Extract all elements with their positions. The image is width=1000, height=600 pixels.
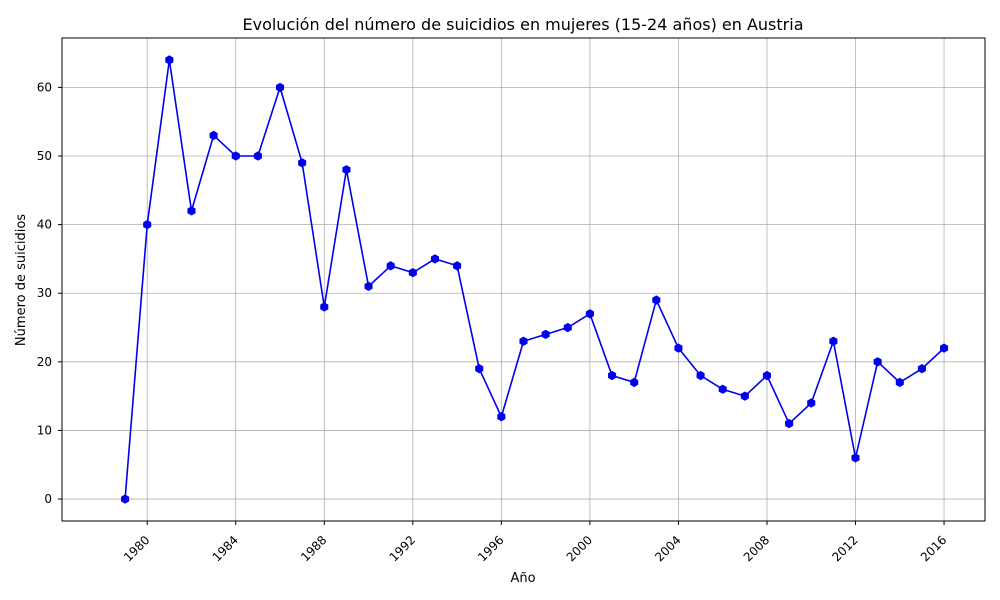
- data-point: [342, 165, 351, 175]
- data-point: [563, 322, 572, 333]
- data-point: [829, 336, 838, 346]
- data-point: [143, 219, 152, 230]
- x-tick-label: 2012: [829, 533, 860, 564]
- data-point: [608, 370, 617, 381]
- grid-lines: [62, 38, 985, 521]
- data-point: [209, 130, 218, 141]
- data-point: [674, 343, 683, 353]
- x-tick-label: 1984: [210, 533, 241, 564]
- data-point: [165, 55, 174, 65]
- data-point: [519, 336, 528, 346]
- data-point: [873, 357, 882, 367]
- y-tick-label: 40: [37, 218, 52, 232]
- data-point: [453, 261, 462, 271]
- y-tick-label: 50: [37, 149, 52, 163]
- plot-area: [61, 37, 986, 522]
- x-axis-label: Año: [510, 571, 535, 586]
- data-point: [917, 364, 926, 374]
- x-tick-label: 2000: [564, 533, 595, 564]
- data-point: [298, 158, 307, 168]
- data-point: [585, 309, 594, 319]
- data-point: [895, 377, 904, 388]
- x-tick-label: 1992: [387, 533, 418, 564]
- chart-title: Evolución del número de suicidios en muj…: [242, 15, 803, 34]
- data-point: [851, 453, 860, 463]
- data-point: [497, 412, 506, 422]
- data-point: [718, 384, 727, 394]
- data-point: [231, 151, 240, 161]
- x-tick-label: 2008: [741, 533, 772, 564]
- data-point: [364, 281, 373, 292]
- data-point: [740, 391, 749, 401]
- data-point: [320, 302, 329, 312]
- data-point: [386, 261, 395, 271]
- data-point: [475, 364, 484, 374]
- data-point: [408, 267, 417, 278]
- x-tick-label: 1980: [121, 533, 152, 564]
- y-tick-label: 30: [37, 286, 52, 300]
- data-point: [696, 370, 705, 381]
- data-point: [187, 206, 196, 216]
- data-point: [541, 329, 550, 340]
- data-point: [630, 377, 639, 388]
- data-point: [785, 418, 794, 429]
- y-tick-label: 10: [37, 423, 52, 437]
- x-tick-label: 2004: [652, 533, 683, 564]
- y-axis-ticks: 0 10 20 30 40 50 60: [37, 80, 62, 506]
- data-point: [807, 398, 816, 408]
- series-line: [124, 59, 945, 500]
- x-axis-ticks: 1980 1984 1988 1992 1996 2000 2004 2008 2012 2016: [121, 521, 949, 564]
- data-point: [762, 370, 772, 381]
- y-tick-label: 0: [44, 492, 52, 506]
- series-markers: [121, 55, 949, 504]
- y-axis-label: Número de suicidios: [14, 214, 29, 346]
- data-point: [275, 82, 285, 93]
- y-tick-label: 60: [37, 80, 52, 94]
- y-tick-label: 20: [37, 355, 52, 369]
- data-point: [652, 295, 661, 305]
- x-tick-label: 1988: [298, 533, 329, 564]
- data-point: [940, 343, 949, 353]
- data-point: [121, 494, 130, 504]
- x-tick-label: 1996: [475, 533, 506, 564]
- data-point: [253, 151, 262, 161]
- x-tick-label: 2016: [918, 533, 949, 564]
- data-point: [430, 254, 440, 264]
